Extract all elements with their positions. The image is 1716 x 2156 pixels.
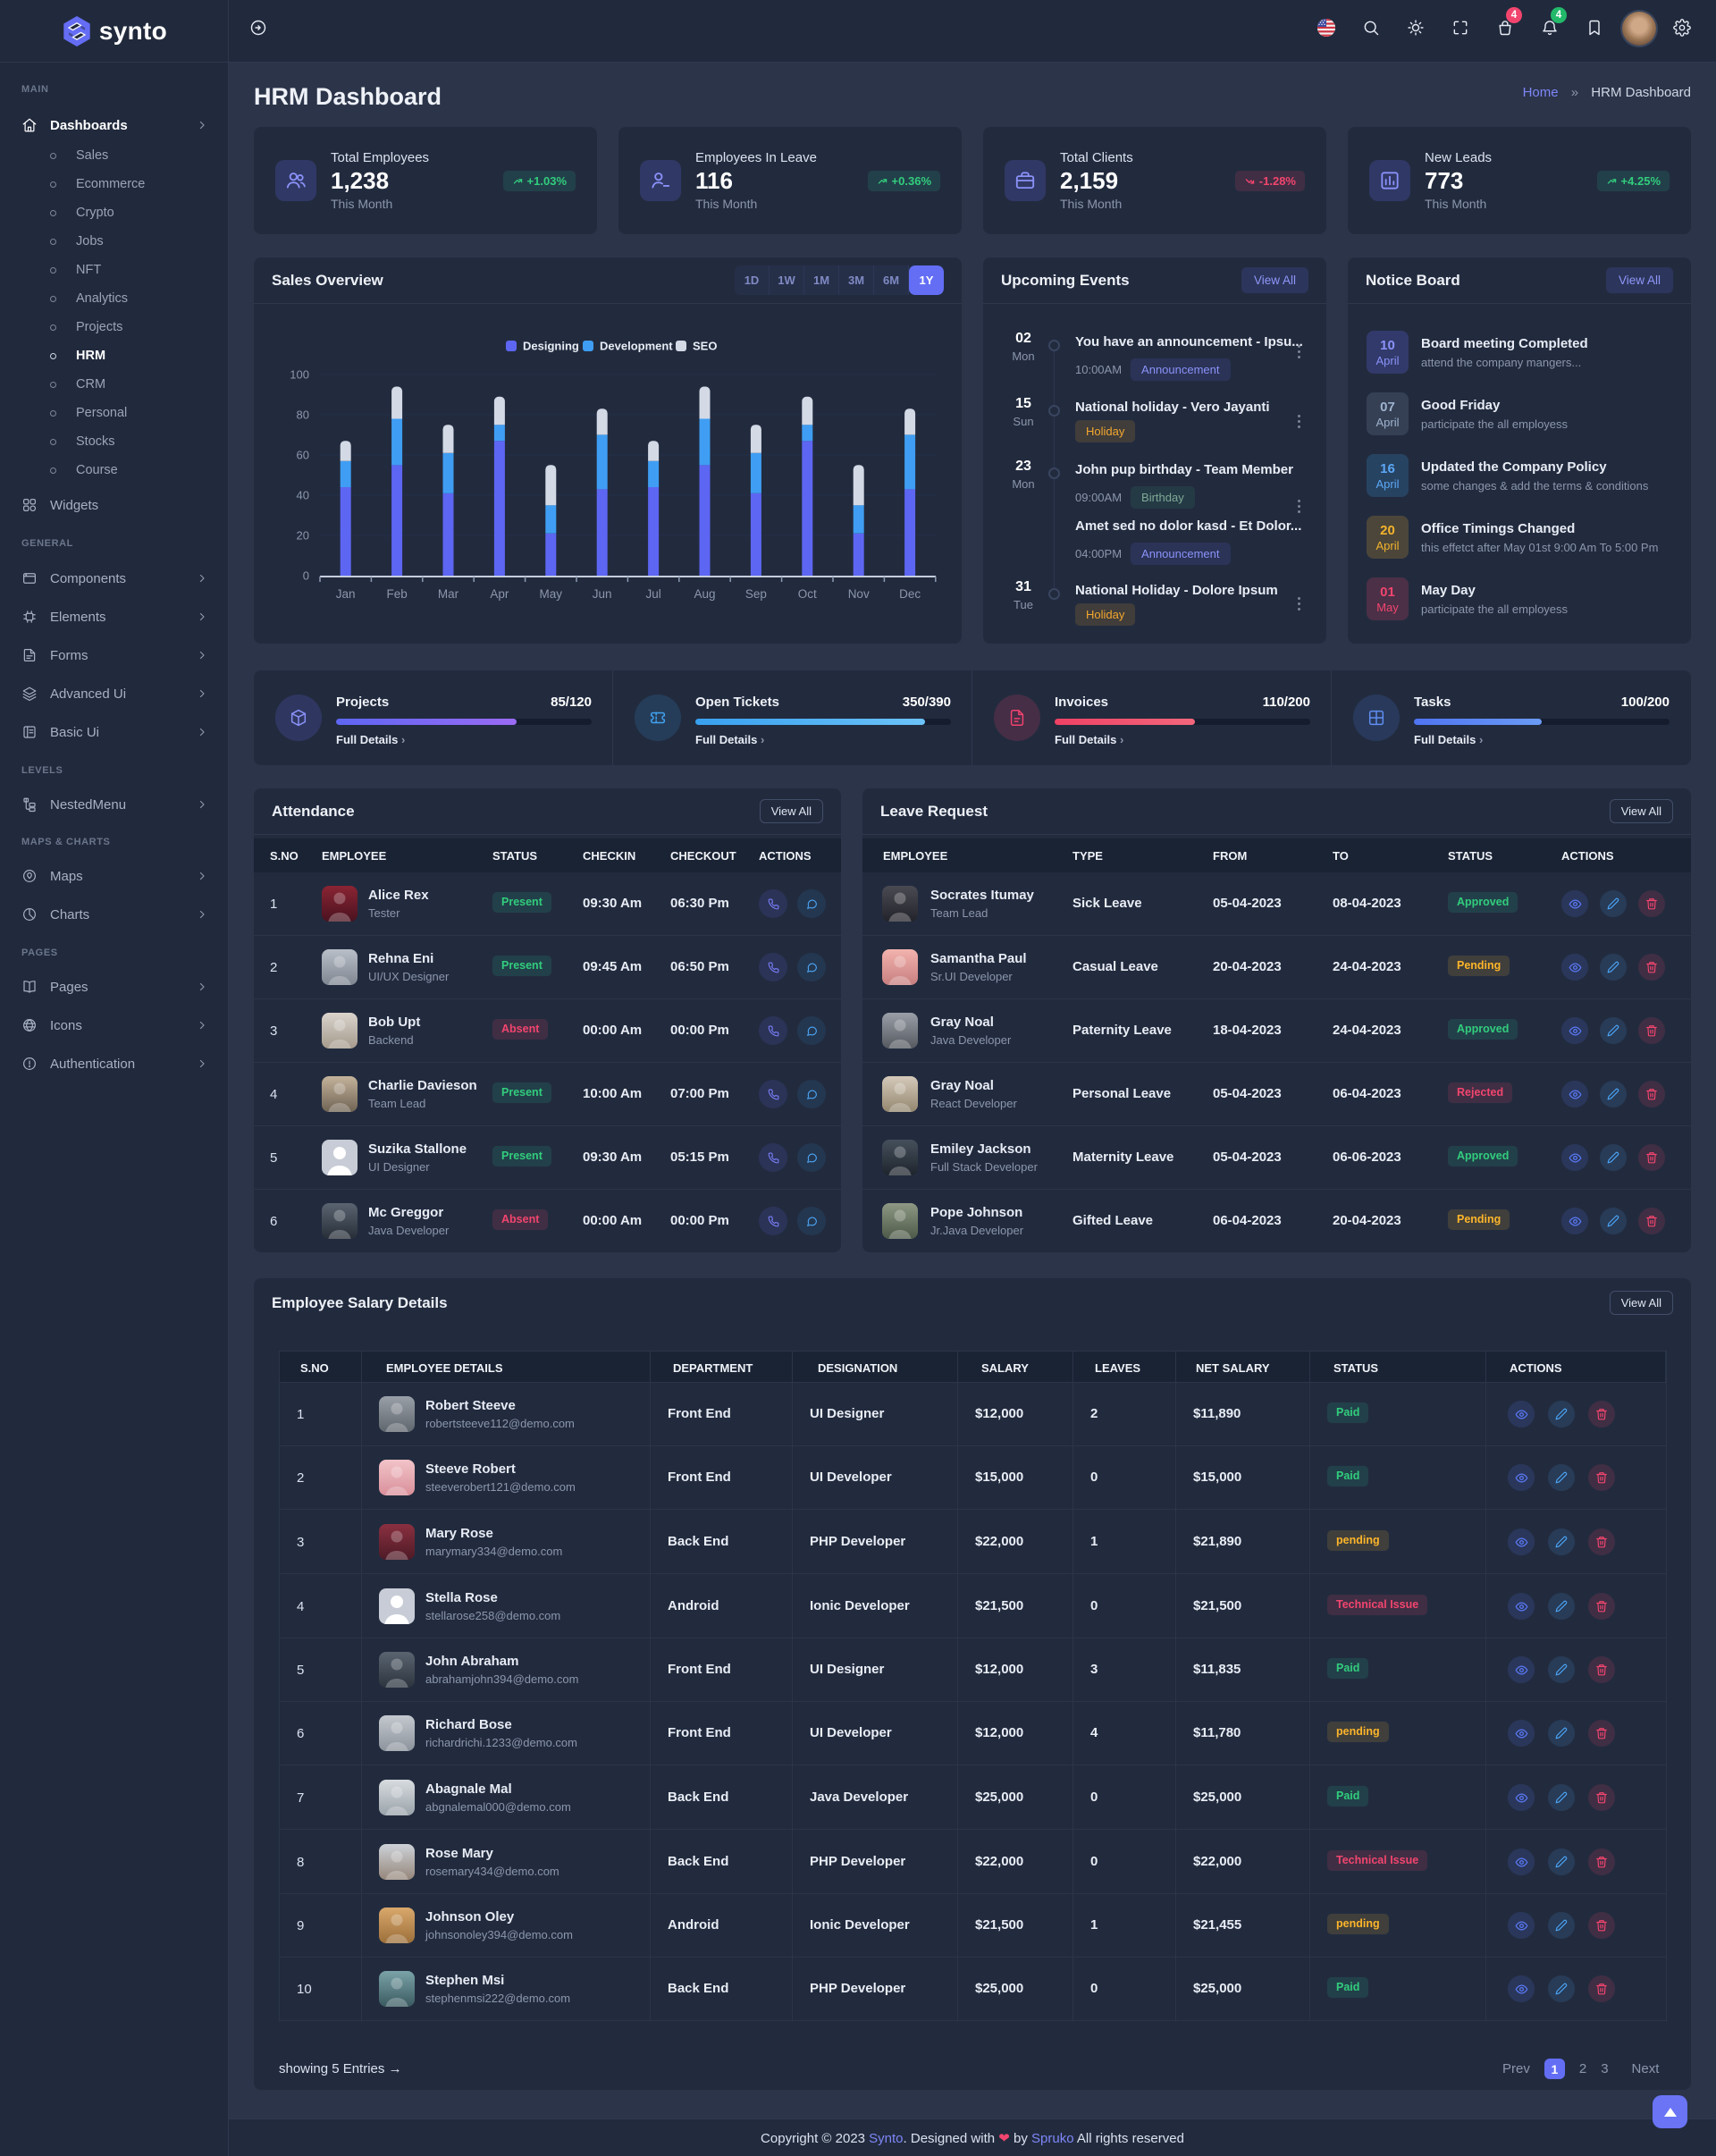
svg-text:Dec: Dec <box>899 587 921 601</box>
svg-text:Apr: Apr <box>490 587 509 601</box>
svg-text:20: 20 <box>297 529 309 543</box>
svg-text:May: May <box>540 587 563 601</box>
svg-text:Sep: Sep <box>745 587 767 601</box>
svg-text:0: 0 <box>303 569 309 583</box>
svg-text:100: 100 <box>290 368 309 382</box>
svg-text:40: 40 <box>297 489 309 502</box>
svg-text:SEO: SEO <box>693 340 717 353</box>
svg-text:Aug: Aug <box>694 587 715 601</box>
svg-text:Nov: Nov <box>848 587 870 601</box>
svg-text:Oct: Oct <box>798 587 817 601</box>
svg-text:Feb: Feb <box>386 587 407 601</box>
svg-text:Mar: Mar <box>438 587 459 601</box>
svg-text:Development: Development <box>600 340 673 353</box>
svg-text:Jun: Jun <box>593 587 612 601</box>
svg-text:80: 80 <box>297 408 309 422</box>
svg-text:Jan: Jan <box>336 587 356 601</box>
svg-text:Jul: Jul <box>645 587 660 601</box>
svg-text:60: 60 <box>297 449 309 462</box>
svg-text:Designing: Designing <box>523 340 579 353</box>
